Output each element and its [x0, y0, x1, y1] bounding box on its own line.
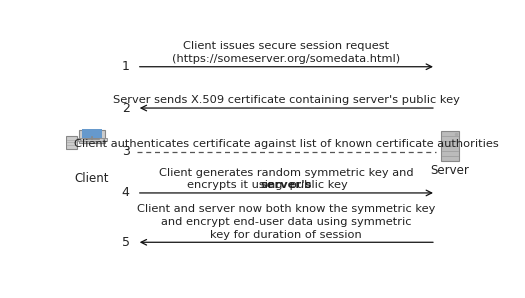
- Text: Client authenticates certificate against list of known certificate authorities: Client authenticates certificate against…: [74, 139, 499, 149]
- FancyBboxPatch shape: [82, 128, 102, 138]
- Text: encrypts it using: encrypts it using: [187, 180, 286, 190]
- Text: (https://someserver.org/somedata.html): (https://someserver.org/somedata.html): [172, 54, 401, 64]
- Text: Client generates random symmetric key and: Client generates random symmetric key an…: [159, 167, 414, 178]
- Text: Server sends X.509 certificate containing server's public key: Server sends X.509 certificate containin…: [113, 95, 460, 105]
- FancyBboxPatch shape: [78, 138, 107, 141]
- Text: 4: 4: [122, 187, 130, 199]
- Text: 3: 3: [122, 145, 130, 158]
- Text: public key: public key: [286, 180, 348, 190]
- Text: 2: 2: [122, 102, 130, 114]
- Text: Client and server now both know the symmetric key: Client and server now both know the symm…: [137, 204, 436, 214]
- Text: server's: server's: [260, 180, 312, 190]
- FancyBboxPatch shape: [441, 131, 459, 161]
- Text: Client: Client: [75, 172, 109, 185]
- Text: Server: Server: [430, 164, 469, 177]
- FancyBboxPatch shape: [79, 131, 104, 143]
- Text: Client issues secure session request: Client issues secure session request: [183, 41, 390, 51]
- Text: and encrypt end-user data using symmetric: and encrypt end-user data using symmetri…: [161, 217, 412, 227]
- Text: 1: 1: [122, 60, 130, 73]
- Text: 5: 5: [121, 236, 130, 249]
- Text: encrypts it using server's public key: encrypts it using server's public key: [183, 180, 390, 190]
- FancyBboxPatch shape: [66, 136, 77, 149]
- Text: key for duration of session: key for duration of session: [211, 229, 362, 240]
